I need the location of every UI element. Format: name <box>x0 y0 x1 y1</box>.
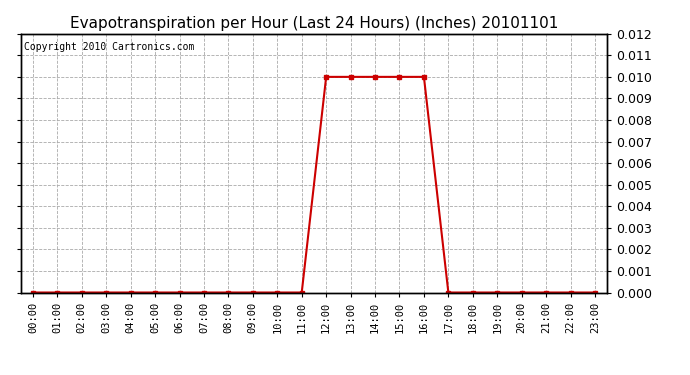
Text: Copyright 2010 Cartronics.com: Copyright 2010 Cartronics.com <box>23 42 194 51</box>
Title: Evapotranspiration per Hour (Last 24 Hours) (Inches) 20101101: Evapotranspiration per Hour (Last 24 Hou… <box>70 16 558 31</box>
